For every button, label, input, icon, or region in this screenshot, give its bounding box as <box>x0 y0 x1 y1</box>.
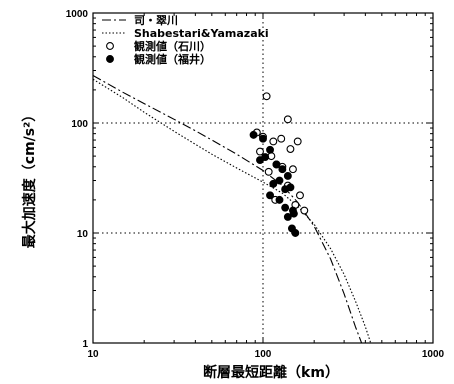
data-point-ishikawa <box>300 206 309 215</box>
x-tick-label: 1000 <box>422 349 445 360</box>
x-tick-label: 10 <box>87 349 99 360</box>
data-point-ishikawa <box>293 137 302 146</box>
legend-label: 観測値（福井） <box>134 52 211 66</box>
y-axis-label: 最大加速度（cm/s²） <box>21 108 38 248</box>
data-point-fukui <box>278 165 287 174</box>
data-point-ishikawa <box>286 145 295 153</box>
legend-marker-3 <box>106 55 114 63</box>
y-tick-label: 1000 <box>66 9 89 20</box>
data-point-fukui <box>289 209 298 218</box>
data-point-ishikawa <box>269 137 278 146</box>
data-point-fukui <box>269 179 278 188</box>
data-point-ishikawa <box>262 92 271 101</box>
y-tick-label: 10 <box>77 229 89 240</box>
data-point-fukui <box>266 191 274 200</box>
reference-lines <box>93 13 433 343</box>
legend-label: 司・翠川 <box>134 14 178 27</box>
data-point-fukui <box>249 130 258 139</box>
data-point-fukui <box>272 160 281 169</box>
legend-label: Shabestari&Yamazaki <box>134 27 269 40</box>
data-point-ishikawa <box>283 115 292 124</box>
data-point-fukui <box>283 172 292 180</box>
data-point-fukui <box>281 203 290 212</box>
data-point-fukui <box>291 229 300 237</box>
x-axis-label: 断層最短距離（km） <box>203 364 339 381</box>
data-point-ishikawa <box>296 191 304 200</box>
data-point-fukui <box>266 145 274 154</box>
data-points <box>249 92 309 237</box>
data-point-fukui <box>261 153 270 162</box>
data-point-ishikawa <box>277 134 286 143</box>
legend-marker-2 <box>106 42 114 50</box>
data-point-ishikawa <box>264 167 273 176</box>
data-point-fukui <box>286 183 295 192</box>
y-tick-label: 100 <box>71 119 88 130</box>
data-point-fukui <box>275 195 284 204</box>
x-tick-label: 100 <box>255 349 272 360</box>
y-tick-label: 1 <box>82 339 88 350</box>
data-point-fukui <box>259 134 267 143</box>
data-point-fukui <box>275 176 284 185</box>
curves <box>92 75 372 344</box>
data-point-ishikawa <box>288 165 297 174</box>
series-line-1 <box>92 78 372 344</box>
data-point-fukui <box>283 212 292 221</box>
series-line-0 <box>92 75 363 344</box>
data-point-ishikawa <box>256 147 264 156</box>
legend-label: 観測値（石川） <box>134 39 211 53</box>
